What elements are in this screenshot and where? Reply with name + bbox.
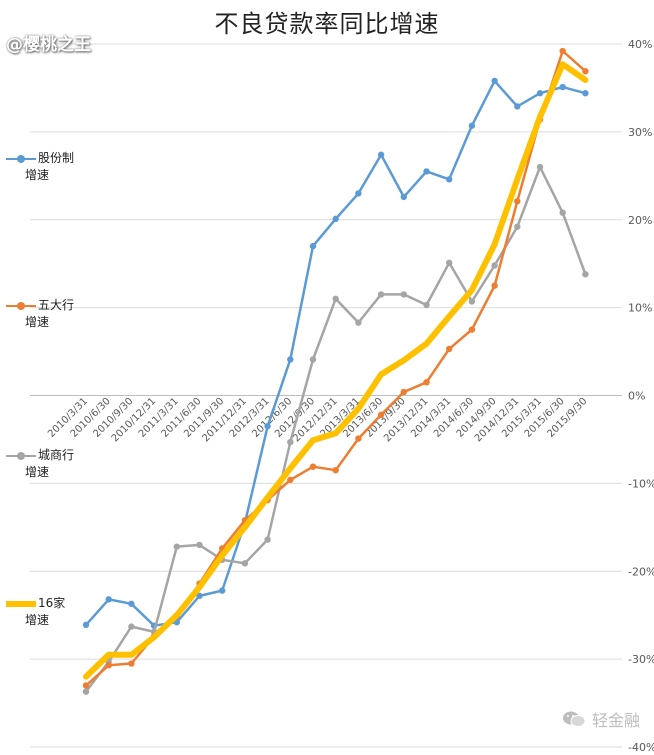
data-point (332, 466, 339, 474)
data-point (559, 83, 566, 91)
y-tick-label: -40% (628, 741, 654, 754)
data-point (287, 356, 294, 363)
legend-entry-gufenzhi: 股份制 增速 (6, 150, 74, 184)
data-point (423, 301, 430, 309)
y-tick-label: 10% (628, 302, 652, 315)
series-2 (82, 163, 589, 695)
data-point (173, 543, 180, 550)
y-tick-label: -30% (628, 653, 654, 666)
data-point (264, 423, 271, 430)
legend-label: 16家 (38, 596, 66, 610)
data-point (196, 541, 203, 549)
data-point (468, 326, 476, 333)
brand-name: 轻金融 (591, 711, 640, 730)
data-point (468, 298, 476, 305)
data-point (423, 379, 430, 386)
legend-entry-wudahang: 五大行 增速 (6, 297, 74, 331)
y-tick-label: 20% (628, 214, 652, 227)
data-point (514, 198, 521, 205)
data-point (377, 151, 385, 158)
wechat-icon (562, 711, 586, 727)
data-point (309, 242, 317, 250)
data-point (400, 193, 407, 201)
series-0 (82, 77, 589, 629)
data-point (82, 682, 90, 689)
data-point (287, 438, 294, 446)
legend-label: 增速 (25, 168, 50, 182)
y-tick-label: 0% (628, 390, 645, 403)
data-point (355, 435, 362, 442)
data-point (355, 190, 362, 197)
brand-logo: 轻金融 (562, 707, 640, 731)
data-point (446, 176, 453, 183)
y-tick-label: 40% (628, 38, 652, 51)
legend-entry-chengshanghang: 城商行 增速 (6, 447, 74, 481)
chart-title: 不良贷款率同比增速 (214, 10, 440, 38)
data-point (446, 345, 453, 353)
data-point (105, 662, 112, 669)
y-axis: 40% 30% 20% 10% 0% -10% -20% -30% -40% (628, 38, 654, 754)
y-tick-label: -20% (628, 565, 654, 578)
data-point (582, 271, 589, 278)
data-point (196, 592, 203, 600)
legend-label: 股份制 (38, 151, 75, 165)
series-line (84, 49, 587, 687)
legend-label: 五大行 (38, 298, 75, 312)
data-point (514, 103, 521, 110)
series-line (84, 79, 587, 627)
legend-swatch (6, 301, 36, 311)
data-point (423, 168, 430, 175)
data-point (82, 688, 90, 695)
data-point (332, 215, 339, 223)
data-point (287, 476, 294, 484)
data-point (82, 621, 90, 629)
legend-label: 城商行 (38, 448, 75, 462)
data-point (536, 163, 544, 171)
series-line (83, 61, 589, 680)
legend-entry-16jia: 16家 增速 (6, 595, 65, 629)
data-point (536, 90, 544, 97)
watermark-text: @樱桃之王 (6, 35, 91, 55)
data-point (559, 47, 566, 55)
data-point (355, 319, 362, 326)
data-point (400, 388, 407, 396)
data-point (377, 411, 385, 419)
data-point (105, 596, 112, 603)
legend-label: 增速 (25, 315, 50, 329)
legend-label: 增速 (25, 613, 50, 627)
legend-swatch (6, 451, 36, 461)
data-point (309, 356, 317, 363)
data-point (309, 463, 317, 470)
legend-label: 增速 (25, 465, 50, 479)
data-point (128, 660, 135, 667)
series-3 (83, 61, 589, 680)
data-point (400, 291, 407, 298)
data-point (264, 536, 271, 543)
y-tick-label: -10% (628, 477, 654, 490)
data-point (491, 282, 498, 289)
y-tick-label: 30% (628, 126, 652, 139)
data-point (514, 223, 521, 230)
legend-swatch (6, 599, 36, 609)
series-1 (82, 47, 589, 689)
legend-swatch (6, 154, 36, 164)
gridlines (30, 43, 622, 748)
data-point (128, 623, 135, 630)
data-point (559, 209, 566, 216)
data-point (582, 68, 589, 75)
data-point (491, 262, 498, 269)
data-point (241, 560, 249, 567)
data-point (332, 295, 339, 303)
data-point (446, 259, 453, 267)
data-point (128, 600, 135, 607)
data-point (582, 90, 589, 97)
data-point (377, 291, 385, 298)
series-layer (82, 47, 589, 695)
data-point (491, 77, 498, 85)
data-point (219, 587, 226, 594)
data-point (468, 122, 476, 129)
